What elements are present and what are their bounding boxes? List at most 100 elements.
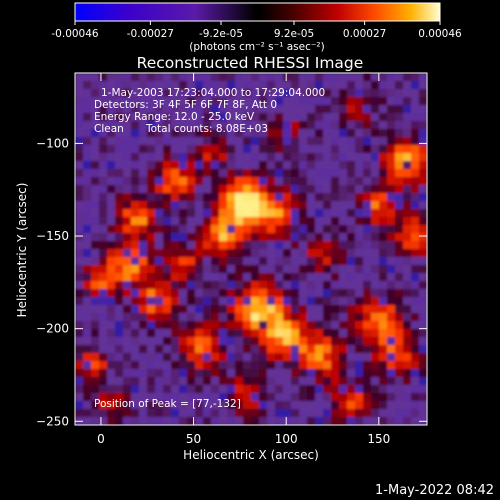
heatmap-cell xyxy=(363,121,372,130)
heatmap-cell xyxy=(219,185,228,194)
heatmap-cell xyxy=(99,377,108,386)
heatmap-cell xyxy=(347,73,356,82)
heatmap-cell xyxy=(323,241,332,250)
heatmap-cell xyxy=(99,273,108,282)
heatmap-cell xyxy=(139,201,148,210)
heatmap-cell xyxy=(195,409,204,418)
heatmap-cell xyxy=(379,81,388,90)
heatmap-cell xyxy=(75,161,84,170)
heatmap-cell xyxy=(379,161,388,170)
heatmap-cell xyxy=(339,209,348,218)
heatmap-cell xyxy=(171,137,180,146)
heatmap-cell xyxy=(227,217,236,226)
heatmap-cell xyxy=(419,289,428,298)
heatmap-cell xyxy=(147,185,156,194)
heatmap-cell xyxy=(163,241,172,250)
x-tick-label: 100 xyxy=(275,432,298,446)
heatmap-cell xyxy=(251,289,260,298)
heatmap-cell xyxy=(371,313,380,322)
heatmap-cell xyxy=(123,121,132,130)
heatmap-cell xyxy=(355,369,364,378)
heatmap-cell xyxy=(83,369,92,378)
heatmap-cell xyxy=(371,249,380,258)
heatmap-cell xyxy=(211,361,220,370)
heatmap-cell xyxy=(395,257,404,266)
heatmap-cell xyxy=(275,353,284,362)
heatmap-cell xyxy=(411,281,420,290)
heatmap-cell xyxy=(419,233,428,242)
heatmap-cell xyxy=(203,345,212,354)
heatmap-cell xyxy=(211,105,220,114)
heatmap-cell xyxy=(115,385,124,394)
heatmap-cell xyxy=(171,377,180,386)
heatmap-cell xyxy=(123,129,132,138)
heatmap-cell xyxy=(219,145,228,154)
heatmap-cell xyxy=(267,377,276,386)
heatmap-cell xyxy=(307,145,316,154)
heatmap-cell xyxy=(307,81,316,90)
heatmap-cell xyxy=(387,225,396,234)
heatmap-cell xyxy=(75,249,84,258)
heatmap-cell xyxy=(379,377,388,386)
heatmap-cell xyxy=(347,377,356,386)
heatmap-cell xyxy=(211,393,220,402)
heatmap-cell xyxy=(259,233,268,242)
heatmap-cell xyxy=(147,209,156,218)
heatmap-cell xyxy=(179,137,188,146)
heatmap-cell xyxy=(411,329,420,338)
heatmap-cell xyxy=(147,393,156,402)
heatmap-cell xyxy=(235,241,244,250)
heatmap-cell xyxy=(419,337,428,346)
heatmap-cell xyxy=(91,361,100,370)
heatmap-cell xyxy=(179,281,188,290)
heatmap-cell xyxy=(211,89,220,98)
heatmap-cell xyxy=(387,169,396,178)
heatmap-cell xyxy=(203,281,212,290)
heatmap-cell xyxy=(403,217,412,226)
heatmap-cell xyxy=(299,329,308,338)
heatmap-cell xyxy=(283,377,292,386)
heatmap-cell xyxy=(395,113,404,122)
heatmap-cell xyxy=(227,361,236,370)
heatmap-cell xyxy=(83,137,92,146)
y-axis-label: Heliocentric Y (arcsec) xyxy=(15,183,29,318)
heatmap-cell xyxy=(331,265,340,274)
heatmap-cell xyxy=(219,249,228,258)
heatmap-cell xyxy=(211,281,220,290)
heatmap-cell xyxy=(371,217,380,226)
heatmap-cell xyxy=(131,137,140,146)
heatmap-cell xyxy=(355,233,364,242)
heatmap-cell xyxy=(107,353,116,362)
heatmap-cell xyxy=(355,201,364,210)
heatmap-cell xyxy=(315,73,324,82)
heatmap-cell xyxy=(267,185,276,194)
heatmap-cell xyxy=(123,105,132,114)
heatmap-cell xyxy=(75,169,84,178)
heatmap-cell xyxy=(363,185,372,194)
heatmap-cell xyxy=(147,297,156,306)
heatmap-cell xyxy=(259,161,268,170)
heatmap-cell xyxy=(275,233,284,242)
heatmap-cell xyxy=(99,401,108,410)
heatmap-cell xyxy=(235,305,244,314)
heatmap-cell xyxy=(83,289,92,298)
heatmap-cell xyxy=(419,105,428,114)
heatmap-cell xyxy=(347,417,356,426)
heatmap-cell xyxy=(347,361,356,370)
heatmap-cell xyxy=(315,409,324,418)
heatmap-cell xyxy=(163,257,172,266)
heatmap-cell xyxy=(219,137,228,146)
heatmap-cell xyxy=(259,297,268,306)
heatmap-cell xyxy=(403,361,412,370)
heatmap-cell xyxy=(171,265,180,274)
heatmap-cell xyxy=(259,313,268,322)
heatmap-cell xyxy=(331,105,340,114)
heatmap-cell xyxy=(259,193,268,202)
heatmap-cell xyxy=(291,385,300,394)
heatmap-cell xyxy=(131,385,140,394)
heatmap-cell xyxy=(99,361,108,370)
heatmap-cell xyxy=(179,129,188,138)
heatmap-cell xyxy=(323,73,332,82)
heatmap-cell xyxy=(291,249,300,258)
heatmap-cell xyxy=(243,329,252,338)
